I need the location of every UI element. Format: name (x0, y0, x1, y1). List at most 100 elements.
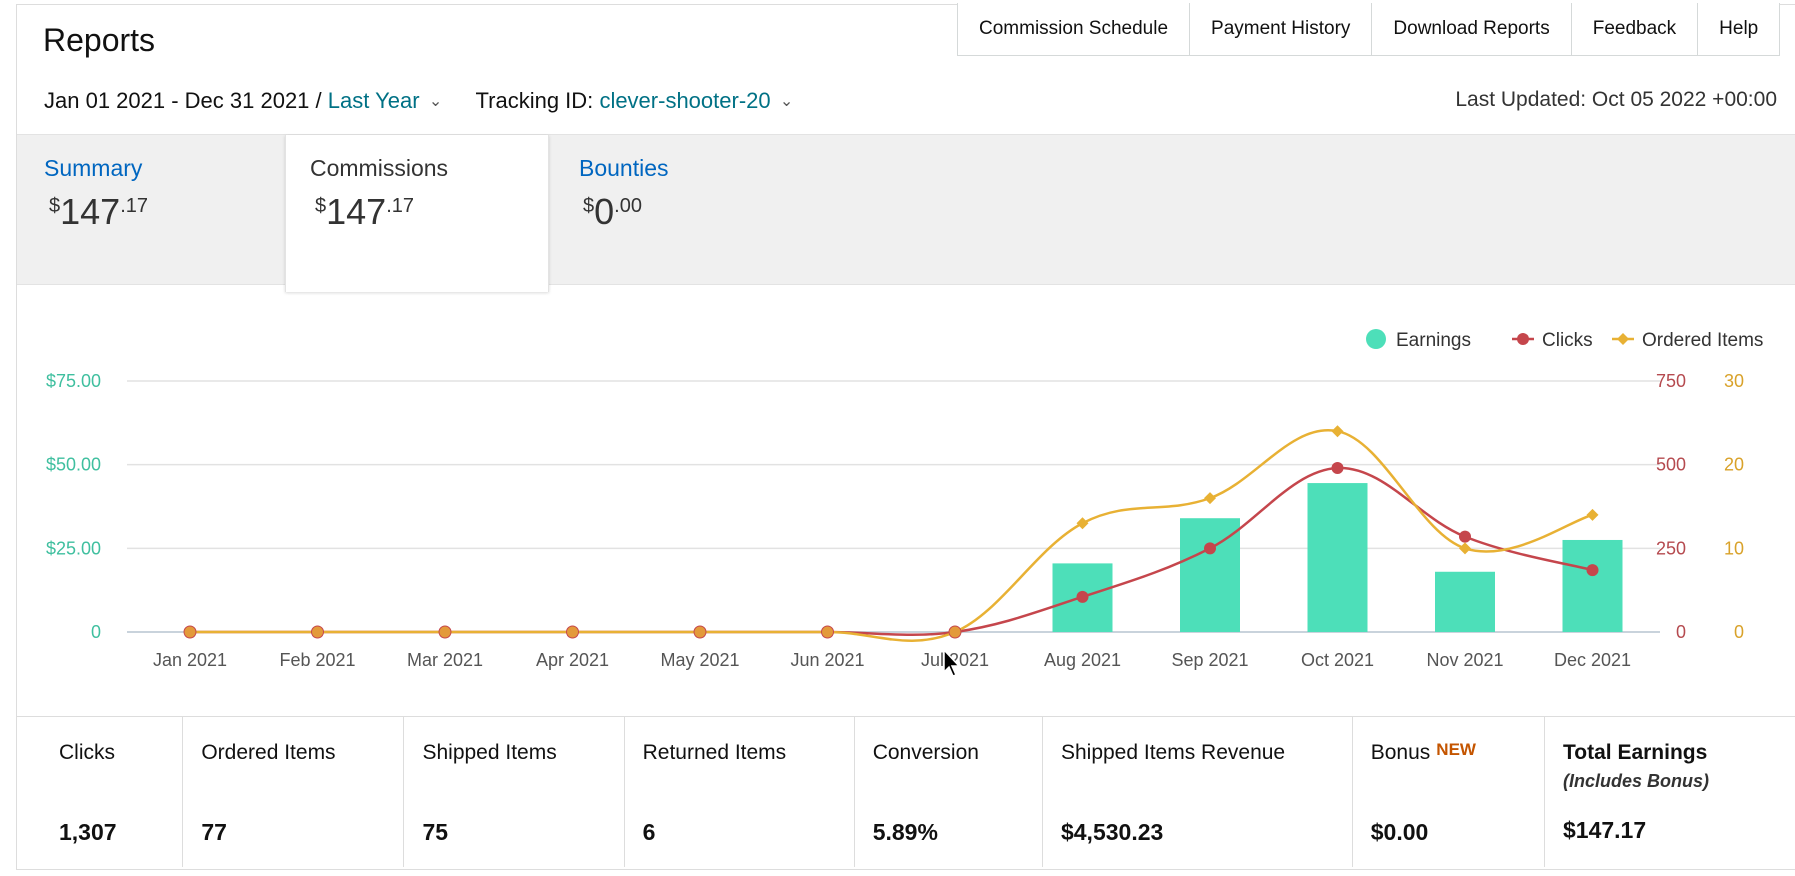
stats-bar: Clicks 1,307 Ordered Items 77 Shipped It… (17, 716, 1795, 867)
stat-label: Ordered Items (201, 741, 336, 764)
stat-label: Bonus NEW (1370, 740, 1476, 765)
date-preset-dropdown[interactable]: Last Year (327, 88, 420, 113)
ordered-items-point (693, 625, 707, 639)
stat-bonus: Bonus NEW $0.00 (1353, 717, 1545, 867)
stat-value: 77 (201, 819, 227, 845)
tracking-id-label: Tracking ID: (475, 88, 594, 113)
last-updated-text: Last Updated: Oct 05 2022 +00:00 (1455, 88, 1777, 111)
commission-schedule-button[interactable]: Commission Schedule (979, 18, 1169, 39)
clicks-line (189, 466, 1593, 637)
stat-value: 1,307 (59, 819, 117, 845)
stat-value: $147.17 (1563, 817, 1647, 843)
tab-bounties-label: Bounties (579, 155, 669, 181)
stat-shipped-items-revenue: Shipped Items Revenue $4,530.23 (1043, 717, 1353, 867)
amount-integer: 147 (60, 191, 121, 232)
performance-chart: 0 0 0 $25.00 250 10 $50.00 500 20 $75.00 750 30 Jan … (46, 329, 1763, 670)
stat-clicks: Clicks 1,307 (17, 717, 184, 867)
legend-label: Clicks (1542, 330, 1593, 351)
tab-commissions-label: Commissions (310, 155, 449, 181)
chevron-down-icon[interactable]: ⌄ (428, 93, 443, 110)
stat-value: $4,530.23 (1060, 819, 1164, 845)
ordered-items-point (566, 625, 579, 639)
tab-commissions-amount: $147.17 (315, 191, 414, 233)
download-reports-button[interactable]: Download Reports (1371, 3, 1570, 55)
stat-label: Shipped Items Revenue (1060, 741, 1286, 764)
currency-symbol: $ (315, 195, 327, 217)
x-tick-label: Sep 2021 (1171, 650, 1248, 670)
bonus-label: Bonus (1370, 741, 1431, 764)
tracking-id-dropdown[interactable]: clever-shooter-20 (599, 88, 771, 113)
clicks-point (1076, 590, 1089, 603)
page-title: Reports (43, 22, 156, 58)
tab-bounties-amount: $0.00 (583, 191, 642, 233)
x-tick-label: Oct 2021 (1301, 650, 1374, 670)
tab-bounties[interactable]: Bounties $0.00 (547, 135, 837, 284)
stat-value: 6 (642, 819, 656, 845)
amount-decimal: .17 (386, 195, 415, 217)
clicks-point (1331, 462, 1344, 475)
y-tick-label-clicks: 750 (1656, 371, 1686, 391)
top-nav: Commission Schedule Payment History Down… (957, 3, 1781, 56)
x-tick-label: May 2021 (660, 650, 739, 670)
ordered-items-point (821, 625, 834, 639)
x-tick-label: Jun 2021 (790, 650, 864, 670)
clicks-point (1459, 530, 1471, 543)
ordered-items-point (1459, 542, 1471, 555)
y-tick-label-ordered: 0 (1734, 622, 1744, 642)
legend-label: Ordered Items (1642, 330, 1763, 351)
x-tick-label: Nov 2021 (1426, 650, 1503, 670)
x-tick-label: Aug 2021 (1044, 650, 1121, 670)
stat-value: 5.89% (872, 819, 938, 845)
y-tick-label-ordered: 30 (1724, 371, 1744, 391)
ordered-items-point (311, 625, 324, 639)
date-range-text: Jan 01 2021 - Dec 31 2021 / (44, 88, 322, 113)
y-tick-label-ordered: 10 (1724, 538, 1744, 558)
legend-earnings-icon (1366, 329, 1386, 349)
ordered-items-point (1331, 425, 1344, 438)
earnings-bar (1562, 539, 1623, 632)
stat-shipped-items: Shipped Items 75 (404, 717, 625, 867)
x-tick-label: Jul 2021 (921, 650, 989, 670)
x-tick-label: Feb 2021 (279, 650, 355, 670)
new-badge: NEW (1436, 740, 1476, 759)
help-button[interactable]: Help (1697, 3, 1779, 55)
payment-history-button[interactable]: Payment History (1189, 3, 1371, 55)
stat-label: Total Earnings (1563, 741, 1708, 764)
stat-label: Conversion (872, 741, 979, 764)
stat-total-earnings: Total Earnings (Includes Bonus) $147.17 (1545, 717, 1795, 867)
ordered-items-point (1076, 517, 1089, 530)
tab-summary-amount: $147.17 (49, 191, 148, 233)
tab-summary-label: Summary (44, 155, 143, 181)
legend-label: Earnings (1396, 330, 1471, 351)
stat-note: (Includes Bonus) (1563, 771, 1710, 791)
feedback-button[interactable]: Feedback (1570, 3, 1697, 55)
x-tick-label: Dec 2021 (1554, 650, 1631, 670)
tab-summary[interactable]: Summary $147.17 (17, 135, 285, 284)
amount-integer: 147 (326, 191, 387, 232)
y-tick-label-ordered: 20 (1724, 455, 1744, 475)
earnings-bar (1307, 483, 1368, 632)
ordered-items-point (948, 625, 962, 639)
chevron-down-icon[interactable]: ⌄ (779, 93, 794, 110)
y-tick-label-clicks: 250 (1656, 538, 1686, 558)
ordered-items-point (1204, 492, 1216, 505)
legend-ordered-items-icon (1617, 333, 1629, 345)
amount-decimal: .00 (614, 195, 642, 217)
stat-returned-items: Returned Items 6 (625, 717, 855, 867)
clicks-point (1204, 542, 1216, 555)
ordered-items-point (438, 625, 452, 639)
currency-symbol: $ (49, 195, 61, 217)
earnings-bar (1435, 571, 1495, 632)
stat-label: Shipped Items (422, 741, 557, 764)
clicks-point (1586, 564, 1599, 577)
x-tick-label: Jan 2021 (153, 650, 227, 670)
stat-label: Clicks (59, 741, 115, 764)
x-tick-label: Mar 2021 (407, 650, 483, 670)
y-tick-label-left: 0 (91, 622, 101, 642)
amount-integer: 0 (594, 191, 615, 232)
y-tick-label-clicks: 500 (1656, 455, 1686, 475)
y-tick-label-left: $75.00 (46, 371, 101, 391)
mouse-cursor-icon (943, 648, 961, 677)
currency-symbol: $ (583, 195, 595, 217)
tab-commissions[interactable]: Commissions $147.17 (285, 135, 549, 292)
